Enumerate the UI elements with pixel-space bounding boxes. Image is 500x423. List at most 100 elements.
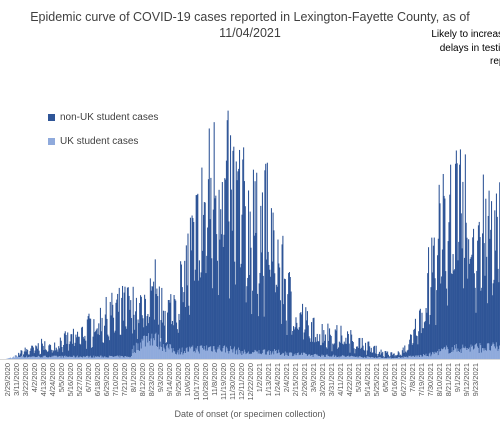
bar-uk-student-cases (369, 357, 371, 359)
bar-uk-student-cases (252, 352, 254, 359)
bar-uk-student-cases (33, 356, 35, 359)
bar-non-uk-student-cases (76, 337, 78, 357)
bar-non-uk-student-cases (131, 318, 133, 357)
bar-non-uk-student-cases (316, 333, 318, 355)
bar-uk-student-cases (59, 356, 61, 359)
x-tick-label: 1/13/2021 (264, 363, 273, 396)
bar-uk-student-cases (306, 356, 308, 359)
bar-non-uk-student-cases (329, 328, 331, 357)
bar-uk-student-cases (334, 355, 336, 359)
bar-uk-student-cases (101, 357, 103, 359)
bar-non-uk-student-cases (166, 342, 168, 346)
bar-non-uk-student-cases (154, 259, 156, 335)
bar-uk-student-cases (248, 351, 250, 359)
bar-non-uk-student-cases (72, 343, 74, 358)
bar-non-uk-student-cases (379, 354, 381, 358)
bar-non-uk-student-cases (308, 336, 310, 355)
bar-non-uk-student-cases (177, 332, 179, 351)
bar-non-uk-student-cases (90, 348, 92, 358)
bar-uk-student-cases (425, 353, 427, 359)
bar-uk-student-cases (103, 357, 105, 359)
bar-uk-student-cases (455, 348, 457, 359)
bar-non-uk-student-cases (123, 292, 125, 358)
bar-uk-student-cases (180, 352, 182, 359)
bar-non-uk-student-cases (237, 171, 239, 355)
bar-non-uk-student-cases (271, 261, 273, 353)
bar-non-uk-student-cases (327, 323, 329, 356)
bar-uk-student-cases (376, 357, 378, 359)
bar-non-uk-student-cases (488, 190, 490, 344)
bar-uk-student-cases (363, 357, 365, 359)
bar-uk-student-cases (387, 357, 389, 359)
bar-non-uk-student-cases (189, 217, 191, 349)
bar-uk-student-cases (203, 349, 205, 359)
bar-non-uk-student-cases (464, 257, 466, 349)
bar-non-uk-student-cases (39, 354, 41, 357)
bar-non-uk-student-cases (36, 346, 38, 358)
bar-non-uk-student-cases (396, 355, 398, 359)
bar-uk-student-cases (350, 356, 352, 359)
bar-non-uk-student-cases (405, 352, 407, 357)
bars (5, 110, 500, 359)
bar-non-uk-student-cases (491, 295, 493, 345)
bar-uk-student-cases (468, 347, 470, 359)
bar-non-uk-student-cases (212, 209, 214, 347)
bar-uk-student-cases (150, 338, 152, 359)
bar-uk-student-cases (111, 356, 113, 359)
bar-uk-student-cases (452, 351, 454, 359)
bar-non-uk-student-cases (358, 338, 360, 357)
bar-uk-student-cases (274, 349, 276, 359)
bar-non-uk-student-cases (149, 278, 151, 346)
bar-non-uk-student-cases (171, 324, 173, 349)
bar-uk-student-cases (135, 342, 137, 359)
bar-non-uk-student-cases (472, 237, 474, 346)
bar-uk-student-cases (422, 356, 424, 359)
x-axis-label: Date of onset (or specimen collection) (174, 409, 326, 419)
bar-uk-student-cases (98, 356, 100, 359)
bar-non-uk-student-cases (337, 348, 339, 358)
bar-uk-student-cases (365, 357, 367, 359)
bar-non-uk-student-cases (347, 331, 349, 357)
bar-uk-student-cases (397, 357, 399, 359)
bar-non-uk-student-cases (477, 225, 479, 349)
bar-uk-student-cases (213, 346, 215, 359)
bar-uk-student-cases (312, 357, 314, 359)
bar-uk-student-cases (491, 346, 493, 359)
bar-non-uk-student-cases (378, 351, 380, 358)
bar-uk-student-cases (385, 358, 387, 359)
bar-non-uk-student-cases (378, 353, 380, 358)
bar-non-uk-student-cases (171, 320, 173, 353)
bar-uk-student-cases (272, 350, 274, 359)
bar-non-uk-student-cases (315, 341, 317, 355)
bar-non-uk-student-cases (32, 345, 34, 357)
bar-uk-student-cases (236, 349, 238, 359)
bar-non-uk-student-cases (305, 307, 307, 354)
bar-non-uk-student-cases (158, 286, 160, 350)
bar-non-uk-student-cases (143, 327, 145, 336)
bar-uk-student-cases (27, 357, 29, 359)
bar-uk-student-cases (10, 358, 12, 359)
bar-non-uk-student-cases (205, 273, 207, 351)
bar-uk-student-cases (497, 350, 499, 359)
bar-non-uk-student-cases (225, 179, 227, 353)
bar-uk-student-cases (420, 355, 422, 359)
bar-uk-student-cases (260, 353, 262, 359)
bar-non-uk-student-cases (425, 308, 427, 354)
bar-uk-student-cases (471, 346, 473, 359)
bar-non-uk-student-cases (335, 330, 337, 356)
bar-non-uk-student-cases (463, 288, 465, 348)
bar-non-uk-student-cases (102, 342, 104, 357)
bar-non-uk-student-cases (344, 343, 346, 357)
bar-uk-student-cases (423, 354, 425, 359)
bar-non-uk-student-cases (322, 342, 324, 356)
bar-non-uk-student-cases (284, 279, 286, 352)
bar-non-uk-student-cases (197, 193, 199, 347)
bar-non-uk-student-cases (436, 290, 438, 353)
bar-uk-student-cases (118, 355, 120, 359)
bar-non-uk-student-cases (83, 338, 85, 357)
bar-uk-student-cases (333, 354, 335, 359)
bar-non-uk-student-cases (267, 251, 269, 352)
bar-non-uk-student-cases (189, 314, 191, 347)
bar-non-uk-student-cases (53, 351, 55, 356)
bar-non-uk-student-cases (325, 347, 327, 356)
